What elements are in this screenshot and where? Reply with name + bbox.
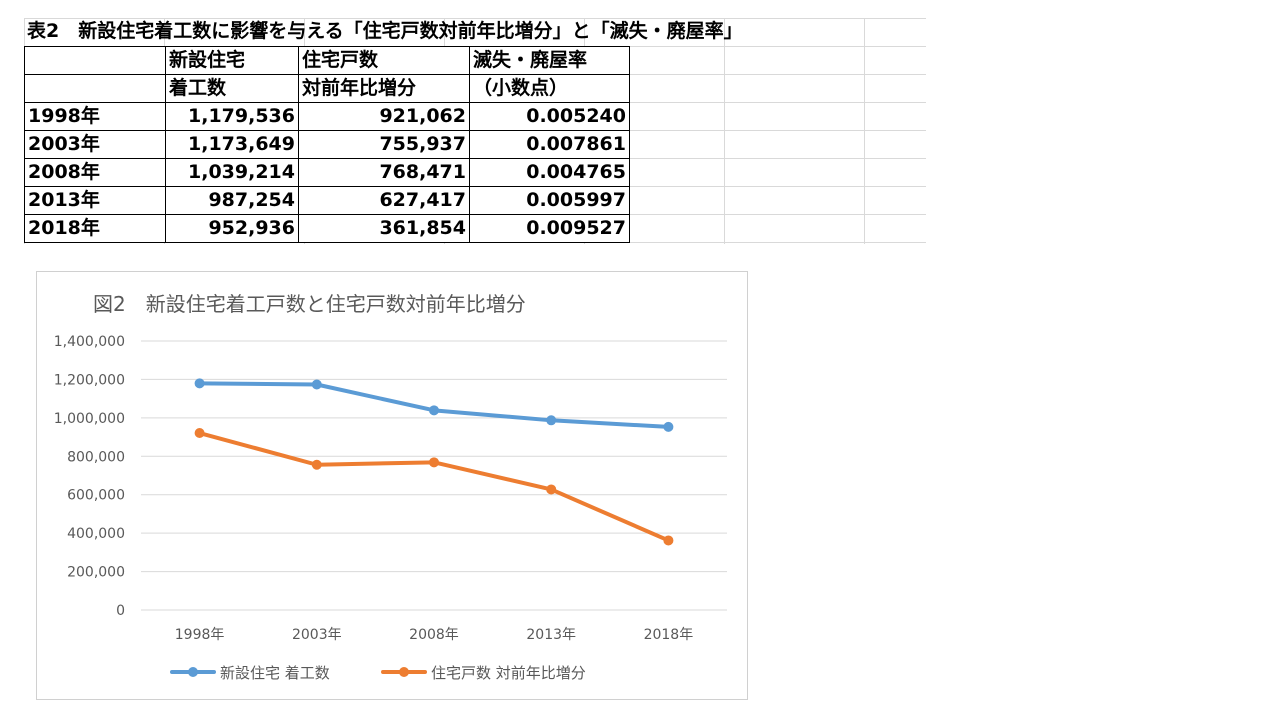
x-tick-label: 2013年	[526, 627, 576, 643]
header-cell: 対前年比増分	[298, 74, 470, 103]
table-cell: 768,471	[298, 158, 470, 187]
y-tick-label: 600,000	[67, 488, 125, 504]
table-cell: 2018年	[24, 214, 166, 243]
data-point	[663, 535, 674, 546]
table-cell: 0.005997	[469, 186, 630, 215]
table-cell: 0.007861	[469, 130, 630, 159]
line-chart: 図2 新設住宅着工戸数と住宅戸数対前年比増分 0 200,000 400,000 60…	[36, 271, 748, 700]
table-cell: 921,062	[298, 102, 470, 131]
table-cell: 361,854	[298, 214, 470, 243]
table-cell: 987,254	[165, 186, 299, 215]
table-title: 表2 新設住宅着工数に影響を与える「住宅戸数対前年比増分」と「滅失・廃屋率」	[27, 20, 743, 42]
data-point	[311, 459, 322, 470]
y-tick-label: 800,000	[67, 449, 125, 465]
x-tick-label: 2003年	[292, 627, 342, 643]
x-tick-label: 2018年	[644, 627, 694, 643]
header-cell: 住宅戸数	[298, 46, 470, 75]
y-tick-label: 1,400,000	[54, 334, 125, 350]
table-cell: 0.005240	[469, 102, 630, 131]
header-cell: 滅失・廃屋率	[469, 46, 630, 75]
data-point	[311, 379, 322, 390]
spreadsheet-table: 表2 新設住宅着工数に影響を与える「住宅戸数対前年比増分」と「滅失・廃屋率」 新…	[24, 18, 926, 244]
header-cell: （小数点）	[469, 74, 630, 103]
table-cell: 2008年	[24, 158, 166, 187]
x-tick-label: 1998年	[175, 627, 225, 643]
data-point	[429, 405, 439, 416]
data-point	[663, 421, 674, 432]
y-tick-label: 1,000,000	[54, 411, 125, 427]
series-line	[197, 431, 671, 543]
legend-label: 住宅戸数 対前年比増分	[431, 664, 586, 682]
data-point	[194, 378, 205, 389]
chart-canvas: 0 200,000 400,000 600,000 800,000 1,000,000 1,…	[54, 334, 727, 682]
x-tick-label: 2008年	[409, 627, 459, 643]
table-cell: 0.004765	[469, 158, 630, 187]
legend-swatch-marker	[188, 667, 198, 677]
table-cell: 627,417	[298, 186, 470, 215]
table-cell: 2013年	[24, 186, 166, 215]
table-cell: 755,937	[298, 130, 470, 159]
table-cell: 1,179,536	[165, 102, 299, 131]
table-cell: 0.009527	[469, 214, 630, 243]
chart-title: 図2 新設住宅着工戸数と住宅戸数対前年比増分	[93, 292, 526, 316]
series-line	[197, 381, 671, 429]
legend-swatch-marker	[399, 667, 409, 677]
data-point	[546, 484, 557, 495]
table-cell: 1998年	[24, 102, 166, 131]
y-tick-label: 400,000	[67, 526, 125, 542]
header-cell: 着工数	[165, 74, 299, 103]
header-cell	[24, 74, 166, 103]
data-point	[546, 415, 557, 426]
table-cell: 1,173,649	[165, 130, 299, 159]
y-tick-label: 200,000	[67, 565, 125, 581]
data-point	[194, 428, 205, 439]
data-point	[429, 457, 439, 468]
y-tick-label: 0	[116, 603, 125, 619]
header-cell	[24, 46, 166, 75]
table-cell: 2003年	[24, 130, 166, 159]
table-cell: 952,936	[165, 214, 299, 243]
y-tick-label: 1,200,000	[54, 372, 125, 388]
legend-label: 新設住宅 着工数	[220, 664, 330, 682]
table-cell: 1,039,214	[165, 158, 299, 187]
header-cell: 新設住宅	[165, 46, 299, 75]
